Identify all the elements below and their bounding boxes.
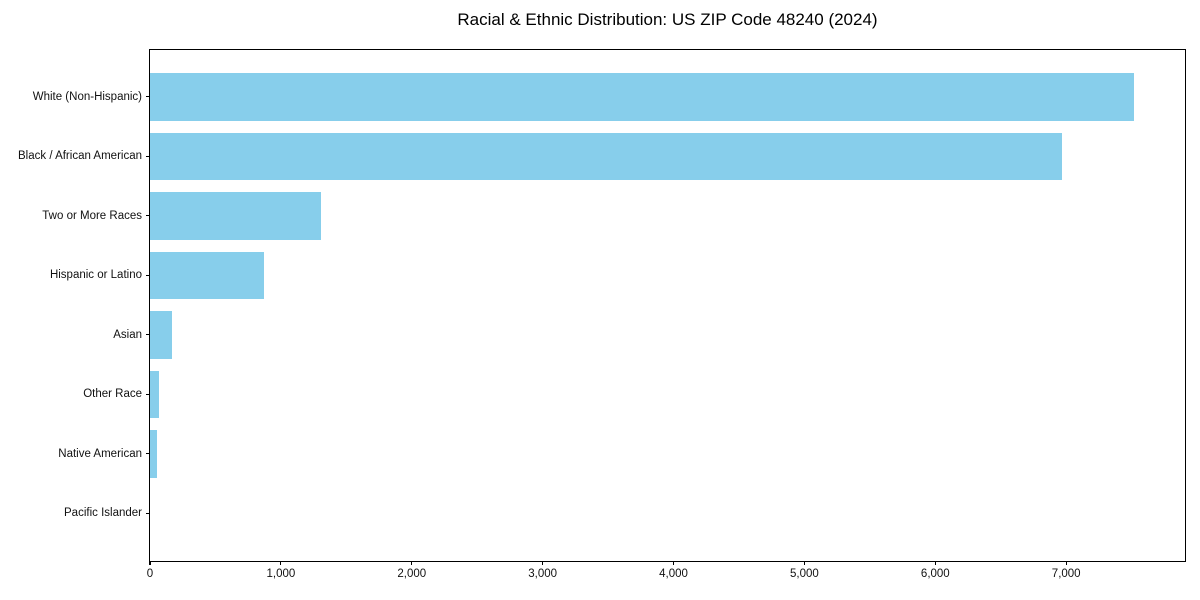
x-tick-label-1000: 1,000 [266, 568, 296, 580]
y-tick-label-pacific-islander: Pacific Islander [64, 507, 142, 520]
y-tick-label-two-or-more-races: Two or More Races [42, 209, 142, 222]
x-tick-mark-2000 [411, 561, 413, 565]
plot-area: White (Non-Hispanic) Black / African Amer… [18, 49, 1186, 580]
x-tick-label-7000: 7,000 [1051, 568, 1081, 580]
y-tick-mark-white-non-hispanic [146, 96, 150, 98]
bar-native-american [150, 430, 157, 478]
y-tick-mark-pacific-islander [146, 512, 150, 514]
y-tick-mark-hispanic-or-latino [146, 274, 150, 276]
bar-two-or-more-races [150, 192, 322, 240]
x-tick-label-2000: 2,000 [397, 568, 427, 580]
bar-asian [150, 311, 173, 359]
x-tick-mark-6000 [934, 561, 936, 565]
x-axis: 0 1,000 2,000 3,000 4,000 5,000 6,000 7,000 [147, 50, 1185, 580]
x-tick-mark-3000 [542, 561, 544, 565]
y-tick-label-native-american: Native American [58, 447, 142, 460]
chart-title: Racial & Ethnic Distribution: US ZIP Cod… [457, 10, 878, 29]
bar-hispanic-or-latino [150, 251, 264, 299]
x-tick-label-0: 0 [146, 568, 154, 580]
bars-layer [150, 50, 1185, 561]
x-tick-label-4000: 4,000 [659, 568, 688, 580]
x-tick-label-3000: 3,000 [528, 568, 558, 580]
y-tick-label-black-african-american: Black / African American [18, 150, 142, 163]
y-tick-mark-two-or-more-races [146, 215, 150, 217]
y-tick-mark-asian [146, 334, 150, 336]
y-tick-label-other-race: Other Race [83, 388, 142, 401]
y-tick-mark-native-american [146, 453, 150, 455]
x-tick-label-6000: 6,000 [920, 568, 950, 580]
x-tick-mark-1000 [280, 561, 282, 565]
y-tick-mark-other-race [146, 393, 150, 395]
y-tick-mark-black-african-american [146, 155, 150, 157]
x-tick-mark-7000 [1065, 561, 1067, 565]
bar-white-non-hispanic [150, 73, 1135, 121]
y-tick-label-asian: Asian [113, 328, 142, 341]
bar-other-race [150, 370, 160, 418]
x-tick-mark-0 [149, 561, 151, 565]
bar-black-african-american [150, 132, 1063, 180]
x-tick-label-5000: 5,000 [790, 568, 819, 580]
x-tick-mark-4000 [672, 561, 675, 565]
y-tick-label-hispanic-or-latino: Hispanic or Latino [49, 269, 142, 282]
y-tick-label-white-non-hispanic: White (Non-Hispanic) [32, 90, 142, 103]
y-axis: White (Non-Hispanic) Black / African Amer… [18, 50, 1185, 561]
x-tick-mark-5000 [803, 561, 806, 565]
